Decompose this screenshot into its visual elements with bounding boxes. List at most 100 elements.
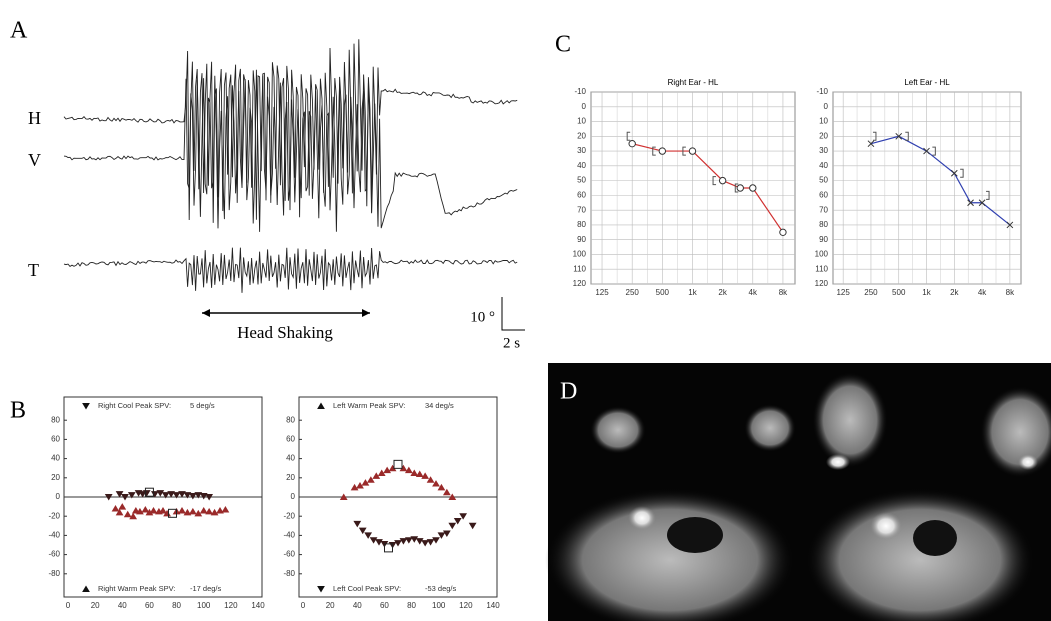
y-tick-label: -10 xyxy=(574,87,586,96)
point xyxy=(415,538,424,545)
point xyxy=(167,491,176,498)
peak-marker xyxy=(144,487,154,497)
y-tick-label: 0 xyxy=(824,102,829,111)
point xyxy=(749,184,757,192)
y-tick-label: 70 xyxy=(819,205,828,214)
y-tick-label: 30 xyxy=(819,146,828,155)
point xyxy=(149,506,158,514)
y-tick-label: 40 xyxy=(819,161,828,170)
x-tick-label: 500 xyxy=(892,288,906,297)
point xyxy=(718,176,727,185)
point xyxy=(448,522,457,530)
y-tick-label: 10 xyxy=(819,117,828,126)
point xyxy=(372,472,381,479)
tissue xyxy=(980,386,1051,478)
point xyxy=(366,476,375,483)
point xyxy=(867,140,875,148)
plot-frame xyxy=(832,91,1022,285)
y-tick-label: 20 xyxy=(286,473,295,482)
point xyxy=(194,509,203,517)
y-tick-label: 120 xyxy=(573,279,587,288)
chart-title: Left Ear - HL xyxy=(904,78,950,87)
tissue xyxy=(590,406,646,454)
x-tick-label: 40 xyxy=(118,601,127,610)
x-tick-label: 80 xyxy=(407,601,416,610)
lesion xyxy=(870,512,902,540)
peak-marker xyxy=(393,459,403,469)
point xyxy=(468,522,477,530)
point xyxy=(136,507,144,515)
y-tick-label: 110 xyxy=(815,264,828,273)
x-tick-label: 40 xyxy=(353,601,362,610)
point xyxy=(932,146,936,156)
point xyxy=(682,146,686,156)
point xyxy=(375,539,383,546)
y-tick-label: 100 xyxy=(573,250,587,259)
point xyxy=(210,508,219,516)
point xyxy=(353,520,362,528)
point xyxy=(188,493,197,500)
y-tick-label: 20 xyxy=(51,473,60,482)
y-tick-label: 80 xyxy=(577,220,586,229)
x-tick-label: 120 xyxy=(224,601,238,610)
point xyxy=(82,585,90,592)
y-tick-label: -40 xyxy=(283,531,295,540)
lesion xyxy=(1018,454,1038,470)
tissue xyxy=(744,404,796,452)
point xyxy=(779,228,787,237)
x-tick-label: 8k xyxy=(779,288,788,297)
point xyxy=(437,532,446,539)
x-tick-label: 4k xyxy=(749,288,758,297)
x-tick-label: 250 xyxy=(864,288,878,297)
point xyxy=(410,536,419,543)
scale-bar xyxy=(501,297,525,331)
y-tick-label: 90 xyxy=(577,235,586,244)
point xyxy=(426,539,435,546)
y-tick-label: 50 xyxy=(819,176,828,185)
trace-label: T xyxy=(28,260,39,280)
y-tick-label: 80 xyxy=(819,220,828,229)
x-tick-label: 80 xyxy=(172,601,181,610)
panel-label: C xyxy=(555,32,571,58)
x-tick-label: 140 xyxy=(251,601,265,610)
point xyxy=(194,492,203,499)
point xyxy=(734,183,739,193)
point xyxy=(442,530,451,537)
lesion xyxy=(628,506,656,530)
panel-label: B xyxy=(10,398,26,424)
point xyxy=(872,131,877,141)
x-tick-label: 2k xyxy=(950,288,959,297)
y-tick-label: -10 xyxy=(816,87,828,96)
point xyxy=(459,513,468,520)
y-tick-label: 120 xyxy=(815,279,829,288)
y-tick-label: 0 xyxy=(582,102,587,111)
point xyxy=(453,518,462,525)
point xyxy=(205,507,214,515)
peak-value: 5 deg/s xyxy=(190,401,215,410)
point xyxy=(199,506,208,514)
y-tick-label: 70 xyxy=(577,205,586,214)
point xyxy=(404,466,413,474)
point xyxy=(178,506,186,514)
x-tick-label: 0 xyxy=(301,601,306,610)
peak-value: -17 deg/s xyxy=(190,584,222,593)
point xyxy=(950,169,958,177)
point xyxy=(358,527,367,535)
point xyxy=(129,512,138,520)
x-tick-label: 125 xyxy=(836,288,850,297)
x-tick-label: 100 xyxy=(432,601,446,610)
peak-label: Left Warm Peak SPV: xyxy=(333,401,405,410)
x-tick-label: 60 xyxy=(380,601,389,610)
panel-label: D xyxy=(560,379,577,405)
point xyxy=(350,483,359,491)
point xyxy=(156,490,165,497)
point xyxy=(361,479,370,486)
point xyxy=(221,506,230,513)
x-tick-label: 125 xyxy=(595,288,609,297)
point xyxy=(967,199,974,207)
point xyxy=(437,483,446,491)
point xyxy=(115,491,124,498)
point xyxy=(652,146,656,156)
point xyxy=(399,538,408,545)
x-tick-label: 1k xyxy=(922,288,931,297)
